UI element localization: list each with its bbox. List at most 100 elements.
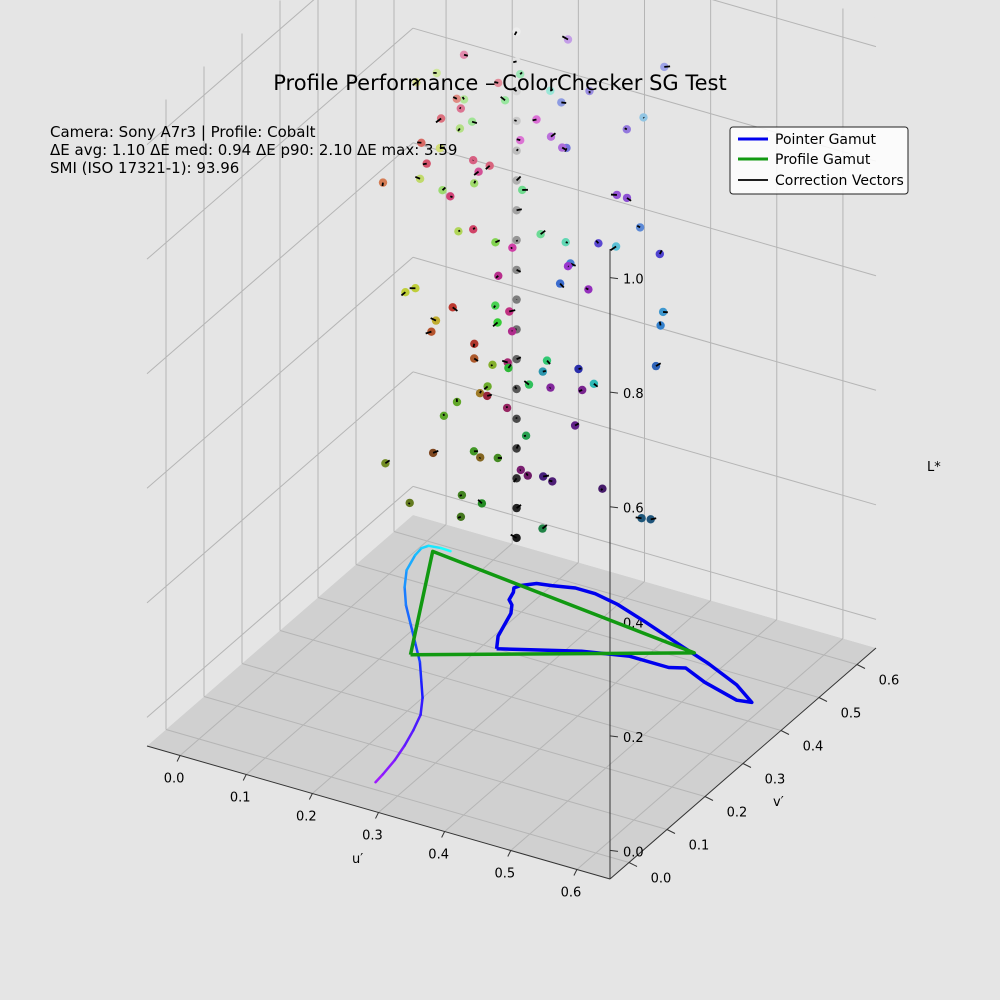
patch-marker bbox=[483, 391, 492, 401]
patch-point bbox=[635, 223, 645, 232]
patch-point bbox=[512, 235, 521, 245]
patch-point bbox=[381, 459, 391, 468]
correction-vector bbox=[519, 71, 523, 75]
patch-point bbox=[589, 379, 599, 388]
grid-left-z bbox=[146, 256, 414, 489]
spectral-locus-segment bbox=[403, 569, 408, 589]
patch-point bbox=[546, 132, 557, 141]
correction-vector bbox=[658, 321, 662, 326]
correction-vector bbox=[457, 515, 462, 519]
patch-point bbox=[491, 238, 501, 247]
patch-point bbox=[512, 206, 522, 215]
chart-title: Profile Performance – ColorChecker SG Te… bbox=[273, 71, 726, 95]
correction-vector bbox=[550, 132, 557, 138]
z-tick bbox=[609, 391, 619, 394]
y-tick-label: 0.2 bbox=[727, 806, 748, 821]
patch-marker bbox=[656, 321, 665, 330]
correction-vector bbox=[493, 305, 496, 309]
z-tick bbox=[609, 849, 619, 852]
correction-vector bbox=[472, 227, 476, 230]
z-tick-label: 0.0 bbox=[623, 845, 644, 860]
patch-marker bbox=[508, 243, 517, 252]
patch-marker bbox=[459, 95, 469, 104]
z-tick bbox=[609, 506, 619, 509]
spectral-locus-segment bbox=[413, 641, 422, 664]
patch-point bbox=[622, 193, 632, 203]
correction-vector bbox=[414, 175, 421, 180]
y-tick-label: 0.3 bbox=[765, 773, 786, 788]
x-tick bbox=[242, 774, 247, 781]
patch-point bbox=[546, 86, 555, 96]
grid-left-z bbox=[146, 27, 414, 260]
correction-vector bbox=[490, 364, 493, 367]
patch-marker bbox=[431, 316, 441, 325]
patch-marker bbox=[512, 57, 521, 66]
patch-point bbox=[585, 86, 594, 96]
correction-vector bbox=[516, 356, 522, 361]
patch-point bbox=[557, 98, 567, 107]
patch-point bbox=[651, 361, 662, 371]
correction-vector bbox=[457, 127, 461, 132]
patch-point bbox=[542, 356, 552, 365]
patch-point bbox=[538, 524, 548, 533]
patch-point bbox=[425, 327, 436, 336]
y-tick-label: 0.5 bbox=[841, 707, 862, 722]
correction-vector bbox=[449, 195, 453, 198]
spectral-locus-segment bbox=[381, 758, 397, 776]
patch-point bbox=[494, 78, 503, 88]
patch-marker bbox=[584, 285, 593, 294]
correction-vector bbox=[515, 175, 522, 182]
x-tick-label: 0.1 bbox=[230, 791, 251, 806]
patch-point bbox=[558, 143, 568, 152]
patch-point bbox=[455, 124, 465, 133]
grid-lines bbox=[146, 0, 877, 870]
correction-vector bbox=[636, 224, 641, 229]
patch-point bbox=[512, 503, 522, 513]
correction-vector bbox=[574, 422, 580, 427]
correction-vector bbox=[513, 60, 517, 64]
correction-vector bbox=[430, 317, 437, 322]
spectral-locus-segment bbox=[393, 744, 406, 762]
patch-point bbox=[452, 397, 462, 407]
patch-point bbox=[536, 229, 546, 239]
patch-marker bbox=[432, 68, 441, 78]
patch-point bbox=[493, 453, 502, 463]
patch-point bbox=[508, 243, 517, 252]
correction-vector bbox=[478, 457, 481, 459]
patch-point bbox=[510, 533, 521, 543]
info-line-1: Camera: Sony A7r3 | Profile: Cobalt bbox=[50, 123, 316, 141]
spectral-locus-segment bbox=[403, 729, 415, 747]
patch-point bbox=[622, 125, 631, 134]
patch-point bbox=[414, 174, 425, 183]
correction-vector bbox=[494, 81, 499, 84]
patch-point bbox=[469, 447, 479, 456]
correction-vector bbox=[459, 106, 462, 110]
y-tick bbox=[742, 763, 752, 768]
correction-vector bbox=[561, 101, 567, 104]
patch-point bbox=[512, 27, 521, 36]
correction-vector bbox=[559, 282, 565, 289]
patch-point bbox=[584, 285, 593, 294]
patch-point bbox=[512, 57, 521, 66]
patch-marker bbox=[521, 431, 531, 440]
correction-vector bbox=[542, 369, 547, 373]
grid-left-z bbox=[146, 0, 315, 146]
patch-point bbox=[570, 421, 580, 430]
correction-vector bbox=[610, 245, 617, 251]
profile-gamut-line bbox=[408, 549, 697, 657]
correction-vector bbox=[472, 343, 476, 348]
correction-vector bbox=[384, 459, 391, 465]
y-tick bbox=[818, 697, 828, 702]
patch-marker bbox=[563, 262, 573, 271]
correction-vector bbox=[578, 367, 582, 370]
correction-vector bbox=[422, 162, 427, 166]
spectral-locus-segment bbox=[427, 544, 443, 550]
legend-label-profile: Profile Gamut bbox=[775, 152, 871, 168]
y-tick-label: 0.4 bbox=[803, 740, 824, 755]
z-tick-label: 0.2 bbox=[623, 731, 644, 746]
patch-marker bbox=[469, 447, 479, 456]
patch-marker bbox=[546, 383, 555, 392]
patch-point bbox=[578, 385, 587, 395]
correction-vector bbox=[595, 240, 600, 244]
correction-vector bbox=[642, 116, 645, 119]
